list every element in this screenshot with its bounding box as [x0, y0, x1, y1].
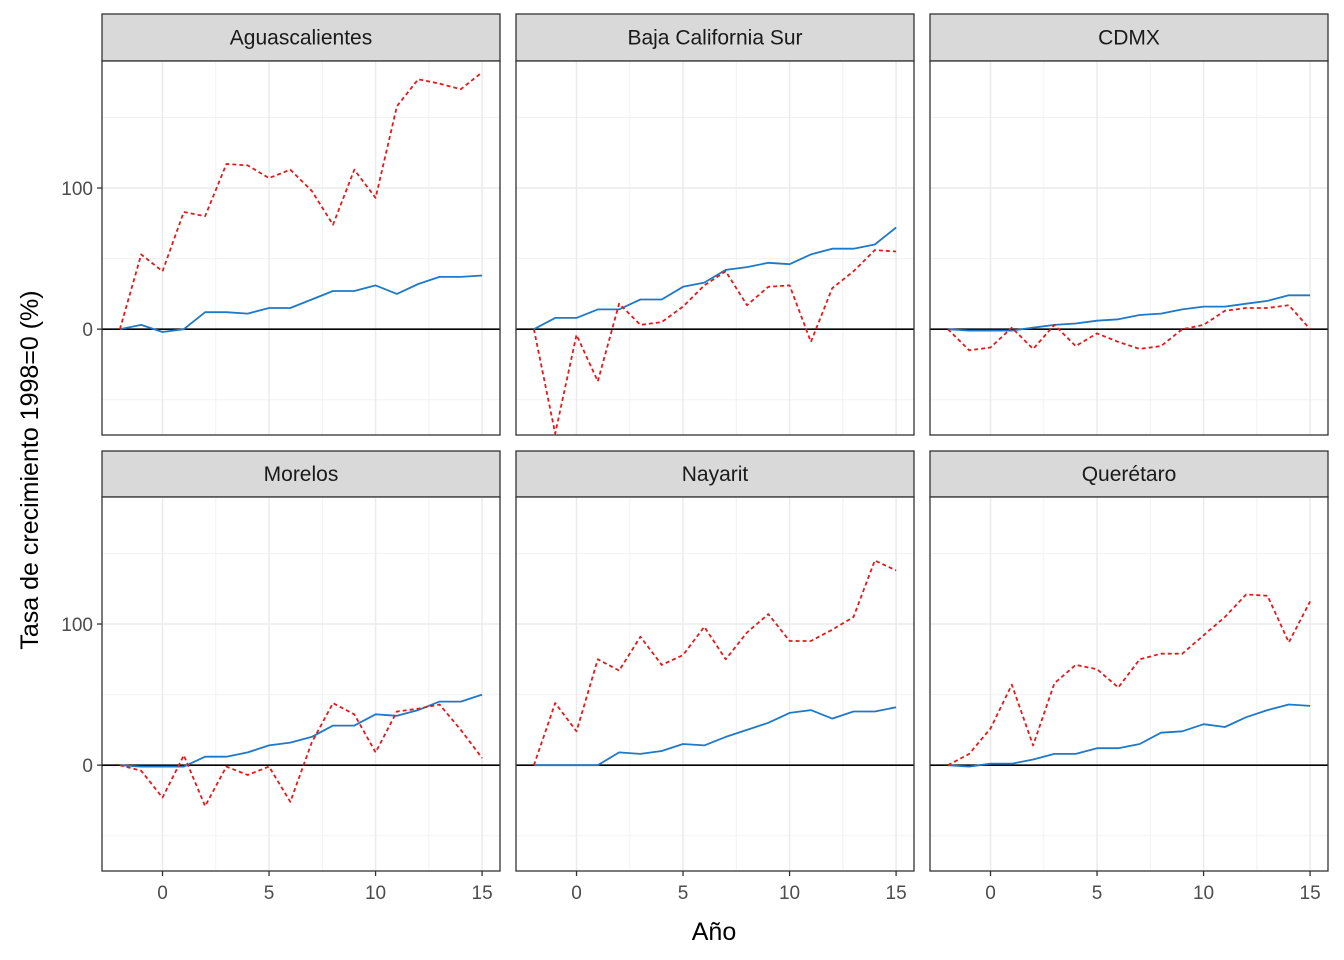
facet-strip — [515, 13, 915, 62]
facet-title: CDMX — [1098, 27, 1160, 50]
series-line-solid — [119, 693, 483, 768]
facet-strip — [515, 450, 915, 498]
panel-background — [102, 61, 500, 435]
facet-panel-4: Morelos — [101, 450, 501, 872]
facet-title: Morelos — [264, 463, 339, 486]
series-line-solid — [119, 274, 483, 333]
panel-border — [515, 60, 915, 436]
facet-title: Querétaro — [1082, 463, 1177, 486]
panel-border — [929, 496, 1329, 872]
y-tick-label: 0 — [82, 756, 93, 777]
x-tick-label: 5 — [1092, 883, 1103, 904]
series-line-solid — [947, 703, 1311, 768]
x-axis-title: Año — [692, 918, 736, 946]
facet-strip — [101, 450, 501, 498]
series-line-solid — [947, 294, 1311, 332]
y-tick-label: 0 — [82, 320, 93, 341]
x-tick-label: 10 — [1193, 883, 1214, 904]
facet-panels: Aguascalientes Baja California Sur CDMX Mor… — [101, 13, 1329, 872]
panel-border — [929, 60, 1329, 436]
y-axis-title: Tasa de crecimiento 1998=0 (%) — [16, 290, 44, 649]
panel-background — [930, 61, 1328, 435]
x-axes: 0 5 10 15 0 5 10 15 0 5 10 15 — [157, 871, 1321, 904]
series-line-dashed — [947, 593, 1311, 766]
x-tick-label: 5 — [678, 883, 689, 904]
facet-strip — [101, 13, 501, 62]
y-axes: 0 100 0 100 — [61, 179, 102, 777]
panel-border — [101, 496, 501, 872]
x-tick-label: 15 — [886, 883, 907, 904]
panel-background — [102, 497, 500, 871]
facet-panel-1: Aguascalientes — [101, 13, 501, 436]
facet-panel-2: Baja California Sur — [515, 13, 915, 436]
x-tick-label: 0 — [985, 883, 996, 904]
x-tick-label: 15 — [472, 883, 493, 904]
x-tick-label: 15 — [1300, 883, 1321, 904]
x-tick-label: 10 — [365, 883, 386, 904]
series-line-solid — [533, 226, 897, 330]
panel-border — [515, 496, 915, 872]
x-tick-label: 10 — [779, 883, 800, 904]
x-tick-label: 5 — [264, 883, 275, 904]
y-tick-label: 100 — [61, 615, 93, 636]
facet-title: Nayarit — [682, 463, 749, 486]
panel-background — [516, 497, 914, 871]
facet-panel-5: Nayarit — [515, 450, 915, 872]
panel-background — [930, 497, 1328, 871]
facet-panel-6: Querétaro — [929, 450, 1329, 872]
series-line-solid — [533, 706, 897, 767]
series-line-dashed — [533, 559, 897, 766]
x-tick-label: 0 — [157, 883, 168, 904]
facet-title: Baja California Sur — [627, 27, 802, 50]
x-tick-label: 0 — [571, 883, 582, 904]
series-line-dashed — [119, 71, 483, 330]
panel-border — [101, 60, 501, 436]
series-line-dashed — [947, 304, 1311, 352]
facet-panel-3: CDMX — [929, 13, 1329, 436]
y-tick-label: 100 — [61, 179, 93, 200]
facet-strip — [929, 450, 1329, 498]
facet-title: Aguascalientes — [230, 27, 372, 50]
